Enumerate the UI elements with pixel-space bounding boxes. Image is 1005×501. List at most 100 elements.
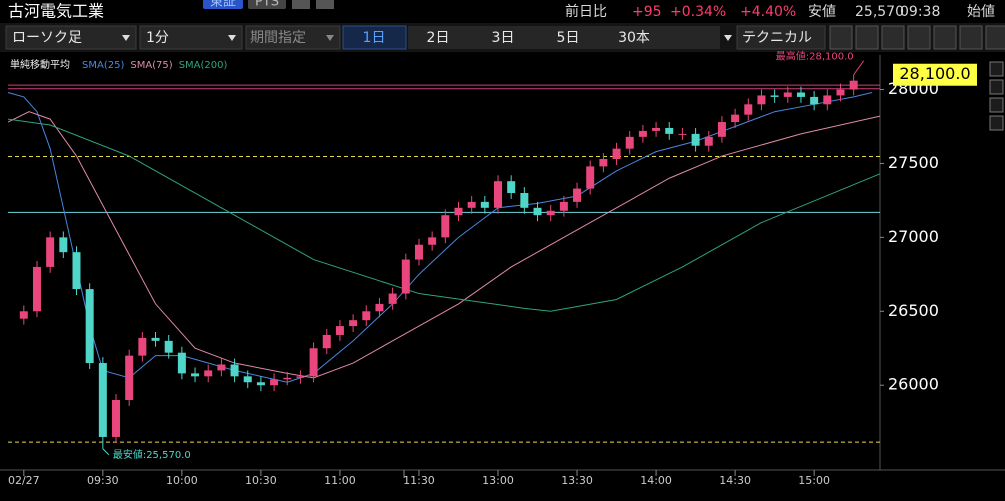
y-tick-label: 26500: [888, 301, 939, 320]
candle-body: [349, 320, 358, 327]
side-icon[interactable]: [989, 79, 1004, 95]
low-label: 安値: [808, 4, 836, 20]
pts-badge[interactable]: [248, 0, 286, 9]
chart-type-select[interactable]: [5, 25, 137, 50]
legend-entry: SMA(200): [179, 60, 228, 71]
toolbar-icons: [829, 25, 1005, 50]
candle-body: [665, 127, 674, 134]
candle-body: [836, 89, 845, 96]
candle-body: [652, 127, 661, 131]
x-tick-label: 15:00: [798, 474, 830, 487]
candle-body: [704, 136, 713, 146]
side-icon[interactable]: [989, 61, 1004, 77]
side-icon[interactable]: [989, 115, 1004, 131]
candle-body: [770, 95, 779, 97]
candle-body: [586, 166, 595, 189]
annotation-leader: [102, 448, 110, 456]
candle-body: [559, 201, 568, 211]
price-tag-label: 28,100.0: [899, 64, 970, 83]
annotation: 最高値:28,100.0: [776, 50, 854, 63]
annotation-leader: [853, 60, 865, 76]
dropdown-arrow: [122, 35, 130, 41]
y-tick-label: 27500: [888, 153, 939, 172]
save-icon[interactable]: [933, 25, 957, 50]
candle-body: [625, 136, 634, 149]
range-buttons[interactable]: [408, 26, 720, 49]
interval: 1分: [146, 30, 169, 46]
candle-body: [573, 188, 582, 202]
range-button: 30本: [618, 30, 650, 46]
candle-body: [151, 337, 160, 341]
candle-body: [612, 148, 621, 160]
alert-icon[interactable]: [316, 0, 334, 9]
candle-body: [401, 259, 410, 294]
sma-line: [7, 111, 881, 379]
candle-body: [204, 370, 213, 377]
candle-body: [46, 237, 55, 267]
legend-entry: SMA(25): [82, 60, 124, 71]
candle-body: [388, 293, 397, 304]
x-tick-label: 09:30: [87, 474, 119, 487]
x-tick-label: 13:00: [482, 474, 514, 487]
candle-body: [441, 215, 450, 238]
y-tick-label: 26000: [888, 375, 939, 394]
x-tick-label: 14:30: [719, 474, 751, 487]
x-tick-label: 10:30: [245, 474, 277, 487]
candle-body: [414, 244, 423, 260]
dropdown-arrow[interactable]: [724, 35, 732, 41]
side-icon[interactable]: [989, 97, 1004, 113]
technical-button[interactable]: [736, 25, 826, 50]
candle-body: [217, 364, 226, 371]
candle-body: [533, 207, 542, 216]
legend-entry: SMA(75): [130, 60, 172, 71]
side-icons: [989, 61, 1004, 131]
candle-body: [322, 334, 331, 349]
settings-icon[interactable]: [985, 25, 1005, 50]
candle-body: [177, 352, 186, 374]
x-tick-label: 11:30: [403, 474, 435, 487]
candle-body: [454, 207, 463, 216]
candle-body: [691, 133, 700, 146]
exchange-badge[interactable]: [203, 0, 243, 9]
candle-body: [599, 159, 608, 167]
period-select[interactable]: [245, 25, 341, 50]
dropdown-arrow: [228, 35, 236, 41]
candle-body: [520, 193, 529, 208]
candle-body: [335, 326, 344, 335]
open-icon[interactable]: [959, 25, 983, 50]
candle-body: [112, 399, 121, 437]
candle-body: [823, 95, 832, 105]
price-tag: [893, 63, 977, 86]
candle-body: [85, 289, 94, 364]
candle-body: [283, 377, 292, 380]
candle-body: [783, 92, 792, 97]
y-tick-label: 27000: [888, 227, 939, 246]
candle-body: [428, 237, 437, 245]
dropdown-arrow: [326, 35, 334, 41]
range-button: 2日: [427, 30, 450, 46]
range-button: 5日: [557, 30, 580, 46]
candle-body: [507, 181, 516, 194]
annotation: 最安値:25,570.0: [113, 448, 191, 461]
candle-body: [125, 355, 134, 400]
time: 09:38: [900, 4, 940, 20]
stock-title: 古河電気工業: [8, 2, 104, 21]
zoom-icon[interactable]: [855, 25, 879, 50]
x-tick-label: 14:00: [640, 474, 672, 487]
candle-body: [796, 92, 805, 97]
range-button-selected[interactable]: [342, 25, 407, 50]
range-button: 1日: [363, 30, 386, 46]
draw-icon[interactable]: [829, 25, 853, 50]
export-icon[interactable]: [881, 25, 905, 50]
interval-select[interactable]: [139, 25, 243, 50]
compare-icon[interactable]: [907, 25, 931, 50]
candle-body: [678, 133, 687, 135]
candle-body: [59, 237, 68, 253]
news-icon[interactable]: [292, 0, 310, 9]
low: 25,570: [855, 4, 904, 20]
range-button: 3日: [492, 30, 515, 46]
candle-body: [467, 201, 476, 208]
candle-body: [191, 373, 200, 377]
candle-body: [32, 266, 41, 312]
change-pct-2: +4.40%: [740, 4, 796, 20]
